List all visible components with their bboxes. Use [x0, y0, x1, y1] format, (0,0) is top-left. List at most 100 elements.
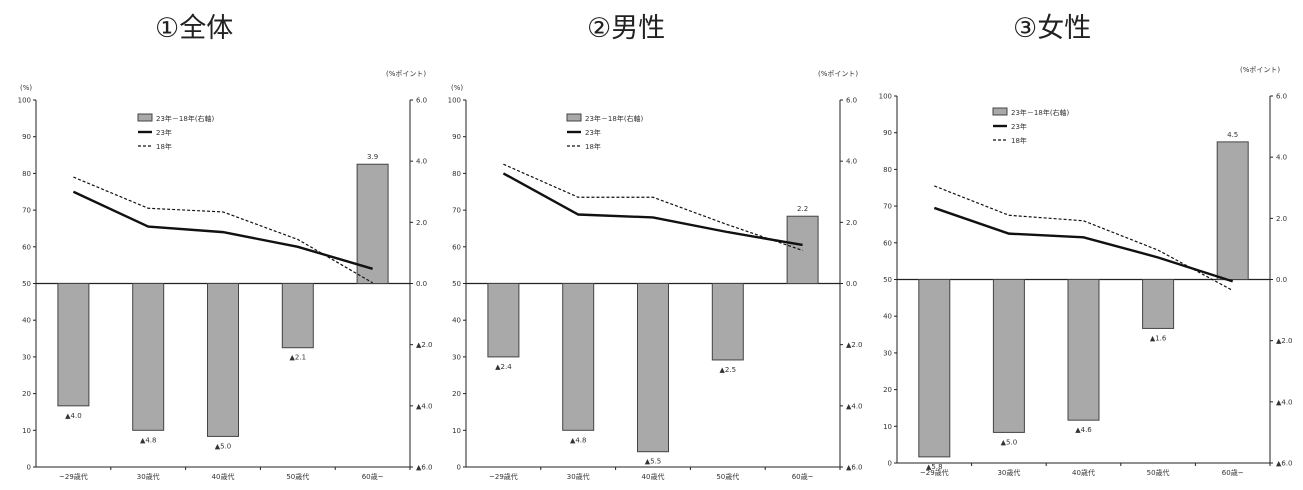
chart3-bar-data-label: 4.5 — [1227, 131, 1238, 139]
chart2-category-label: 30歳代 — [567, 472, 590, 481]
chart2-category-label: ~29歳代 — [489, 472, 518, 481]
chart2-right-tick-label: ▲2.0 — [846, 341, 863, 349]
chart2-left-tick-label: 90 — [452, 133, 461, 141]
chart1-bar — [356, 163, 389, 285]
chart2-right-tick-label: ▲6.0 — [846, 464, 863, 472]
chart1-legend-line-label: 23年 — [156, 128, 172, 137]
chart1-left-tick-label: 0 — [27, 464, 31, 472]
chart2-category-label: 40歳代 — [642, 472, 665, 481]
chart1-line-current-year — [72, 190, 373, 270]
chart2-bar — [637, 283, 669, 453]
chart1-category-label: 60歳~ — [362, 472, 384, 481]
chart3-bar — [992, 279, 1025, 433]
chart2-right-tick-label: 4.0 — [846, 158, 857, 166]
chart3-category-label: 50歳代 — [1147, 468, 1170, 477]
chart3-right-tick-label: ▲2.0 — [1276, 337, 1293, 345]
chart1-legend-bar-swatch — [137, 113, 153, 122]
chart3-bar — [1142, 279, 1175, 329]
chart2-left-tick-label: 40 — [452, 317, 461, 325]
chart2-legend-bar-label: 23年－18年(右軸) — [585, 114, 644, 123]
chart1-right-unit: (%ポイント) — [386, 70, 426, 78]
chart1-category-label: 40歳代 — [212, 472, 235, 481]
chart2-right-tick-label: 0.0 — [846, 280, 857, 288]
chart3-bar — [1216, 141, 1249, 280]
chart1-right-tick-label: 2.0 — [416, 219, 427, 227]
chart2-category-label: 60歳~ — [792, 472, 814, 481]
chart1-bar-data-label: ▲5.0 — [215, 442, 232, 450]
chart1-right-tick-label: 6.0 — [416, 97, 427, 105]
chart3-bar-data-label: ▲5.0 — [1001, 438, 1018, 446]
chart2-right-tick-label: ▲4.0 — [846, 402, 863, 410]
chart3-bar-data-label: ▲4.6 — [1075, 426, 1092, 434]
chart2-bar — [711, 283, 744, 361]
chart3-category-label: 40歳代 — [1072, 468, 1095, 477]
chart3-left-tick-label: 10 — [883, 423, 892, 431]
chart2-right-tick-label: 2.0 — [846, 219, 857, 227]
chart1-bar — [132, 283, 165, 431]
chart1-bar — [281, 283, 314, 349]
chart1-left-tick-label: 20 — [22, 390, 31, 398]
chart3-right-tick-label: 2.0 — [1276, 215, 1287, 223]
chart1-left-tick-label: 30 — [22, 353, 31, 361]
panel-title-male: ②男性 — [587, 13, 666, 44]
chart2-left-unit: (%) — [451, 84, 463, 92]
chart1-legend-line-label: 18年 — [156, 142, 172, 151]
chart2-left-tick-label: 60 — [452, 243, 461, 251]
chart3-bar-data-label: ▲1.6 — [1150, 334, 1167, 342]
chart2-left-tick-label: 30 — [452, 353, 461, 361]
chart3-bar — [1067, 279, 1100, 421]
chart2-bar-data-label: ▲2.5 — [720, 366, 737, 374]
panel-title-total: ①全体 — [155, 13, 234, 44]
chart3-category-label: ~29歳代 — [920, 468, 949, 477]
chart1-left-tick-label: 50 — [22, 280, 31, 288]
chart2-right-tick-label: 6.0 — [846, 97, 857, 105]
chart2-bar-data-label: 2.2 — [797, 205, 808, 213]
chart1-left-tick-label: 40 — [22, 317, 31, 325]
chart2-left-tick-label: 20 — [452, 390, 461, 398]
chart1-left-tick-label: 70 — [22, 207, 31, 215]
chart1-bar-data-label: ▲2.1 — [290, 354, 307, 362]
chart2-bar-data-label: ▲2.4 — [495, 363, 512, 371]
chart2-bar-data-label: ▲5.5 — [645, 458, 662, 466]
chart1-category-label: 30歳代 — [137, 472, 160, 481]
chart3-left-tick-label: 80 — [883, 166, 892, 174]
chart1-left-tick-label: 60 — [22, 243, 31, 251]
chart3-legend-bar-swatch — [992, 107, 1008, 116]
chart3-left-tick-label: 70 — [883, 203, 892, 211]
chart2-bar — [487, 283, 520, 358]
chart1-right-tick-label: 4.0 — [416, 158, 427, 166]
chart1-right-tick-label: ▲6.0 — [416, 464, 433, 472]
chart2-bar — [562, 283, 595, 431]
chart1-category-label: 50歳代 — [286, 472, 309, 481]
chart1-category-label: ~29歳代 — [59, 472, 88, 481]
chart1-bar-data-label: ▲4.8 — [140, 436, 157, 444]
chart3-bar-data-label: ▲5.8 — [926, 463, 943, 471]
chart3-right-tick-label: 4.0 — [1276, 154, 1287, 162]
chart3-left-tick-label: 40 — [883, 313, 892, 321]
chart1-right-tick-label: ▲2.0 — [416, 341, 433, 349]
chart1-bar-data-label: ▲4.0 — [65, 412, 82, 420]
chart2-legend-line-label: 23年 — [585, 128, 601, 137]
chart1-left-tick-label: 90 — [22, 133, 31, 141]
chart3-right-tick-label: 6.0 — [1276, 93, 1287, 101]
chart1-line-prior-year — [73, 176, 373, 284]
chart2-left-tick-label: 0 — [457, 464, 461, 472]
chart1-right-tick-label: 0.0 — [416, 280, 427, 288]
chart2-left-tick-label: 10 — [452, 427, 461, 435]
chart3-category-label: 30歳代 — [997, 468, 1020, 477]
chart2-category-label: 50歳代 — [716, 472, 739, 481]
chart1-bar — [207, 283, 239, 437]
chart3-right-tick-label: ▲6.0 — [1276, 460, 1293, 468]
panel-title-female: ③女性 — [1013, 13, 1092, 44]
chart1-legend-bar-label: 23年－18年(右軸) — [156, 114, 215, 123]
chart3-left-tick-label: 20 — [883, 386, 892, 394]
chart3-left-tick-label: 0 — [888, 460, 892, 468]
chart3-right-tick-label: 0.0 — [1276, 276, 1287, 284]
chart1-right-tick-label: ▲4.0 — [416, 402, 433, 410]
chart1-left-tick-label: 10 — [22, 427, 31, 435]
chart2-left-tick-label: 100 — [448, 97, 461, 105]
chart3-left-tick-label: 100 — [879, 93, 892, 101]
chart3-legend-bar-label: 23年－18年(右軸) — [1011, 108, 1070, 117]
chart2-legend-bar-swatch — [566, 113, 582, 122]
